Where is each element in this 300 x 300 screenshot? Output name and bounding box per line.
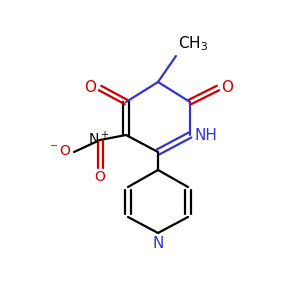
Text: O: O <box>84 80 96 94</box>
Text: NH: NH <box>194 128 217 142</box>
Text: O: O <box>221 80 233 94</box>
Text: CH$_3$: CH$_3$ <box>178 34 208 53</box>
Text: N: N <box>152 236 164 251</box>
Text: N$^+$: N$^+$ <box>88 130 110 148</box>
Text: O: O <box>94 170 105 184</box>
Text: $^-$O: $^-$O <box>47 144 72 158</box>
